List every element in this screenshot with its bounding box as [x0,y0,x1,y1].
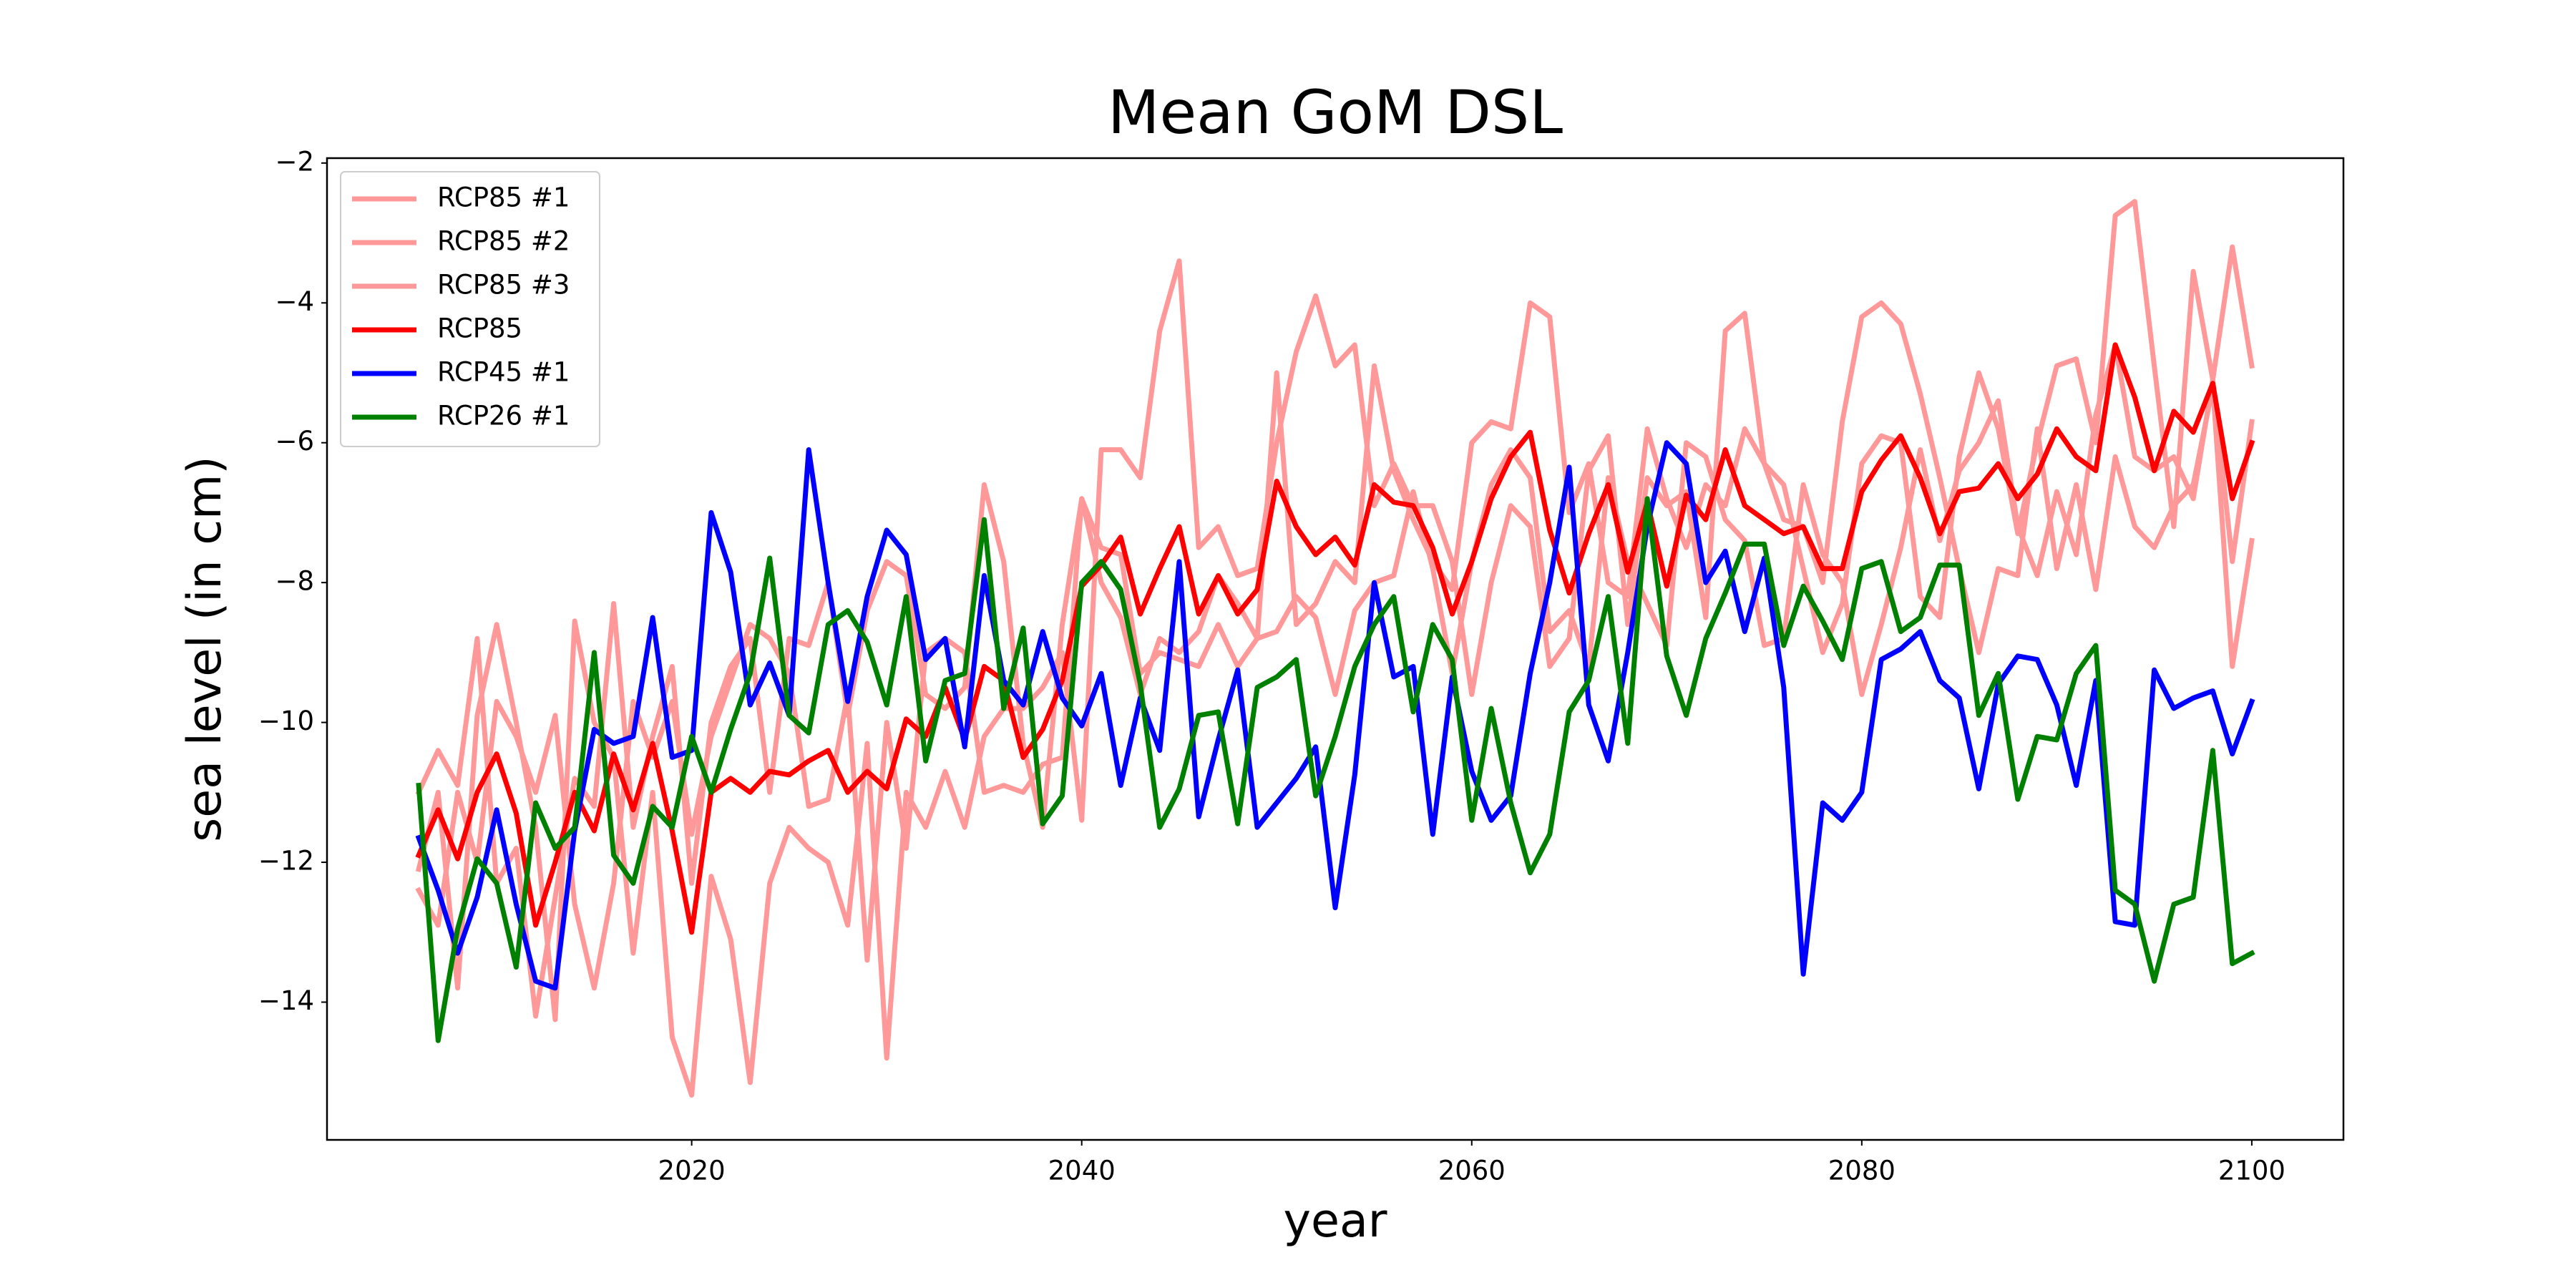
legend-label: RCP85 [437,313,522,344]
y-tick-label: −4 [275,286,314,317]
x-tick-label: 2080 [1828,1156,1896,1186]
y-tick-label: −12 [258,846,314,877]
x-tick-label: 2060 [1438,1156,1506,1186]
y-axis-label: sea level (in cm) [178,456,232,841]
axes-frame [326,157,2345,1141]
legend-label: RCP45 #1 [437,357,570,388]
plot-area [415,199,2255,1098]
series-line [415,342,2255,935]
chart-title: Mean GoM DSL [1108,77,1563,147]
legend-label: RCP85 #3 [437,270,570,301]
legend-label: RCP85 #2 [437,226,570,257]
x-axis-label: year [1283,1194,1387,1248]
x-tick-label: 2040 [1048,1156,1116,1186]
y-tick-label: −10 [258,706,314,736]
y-tick-label: −2 [275,146,314,177]
legend-label: RCP85 #1 [437,182,570,213]
legend-label: RCP26 #1 [437,401,570,431]
y-tick-label: −8 [275,566,314,597]
y-tick-label: −14 [258,985,314,1016]
series-line [415,440,2255,991]
x-tick-label: 2100 [2218,1156,2285,1186]
x-tick-label: 2020 [658,1156,726,1186]
y-tick-label: −6 [275,426,314,457]
series-line [416,496,2255,1043]
